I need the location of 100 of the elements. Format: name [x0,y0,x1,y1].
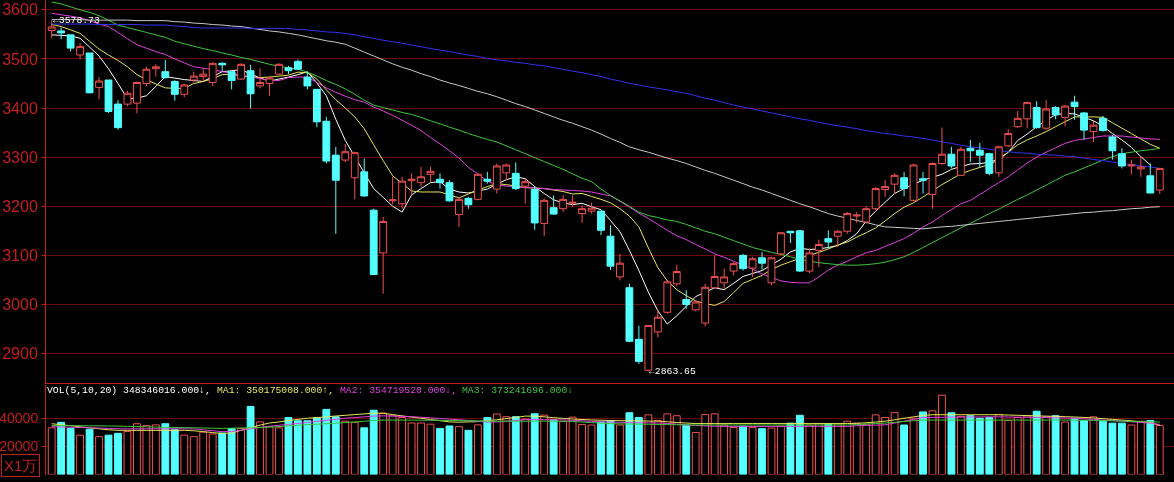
candlestick [1136,156,1145,178]
bar [919,411,927,475]
bar [161,423,170,475]
candlestick [748,256,757,278]
candlestick [1042,99,1051,131]
line-series [51,23,1161,169]
text: MA3: 373241696.000↓ [462,385,574,396]
text: MA1: 350175008.000↑, [217,385,335,396]
bar [634,417,643,475]
bar [483,417,492,475]
candlestick [331,146,340,235]
candlestick [994,145,1003,178]
bar [956,415,965,475]
candlestick [1080,111,1088,141]
bar [559,420,568,475]
candlestick [1061,104,1069,127]
candlestick [511,162,520,191]
candlestick [1099,115,1107,133]
candlestick [947,146,956,169]
candlestick [464,196,473,210]
bar [1061,421,1069,475]
candlestick [341,143,350,163]
candlestick [672,264,681,287]
bar [644,414,653,475]
bar [379,412,388,475]
candlestick [1032,100,1041,130]
bar [729,427,738,475]
bar [1146,420,1155,475]
candlestick [663,279,672,315]
candlestick [237,62,246,81]
candlestick [568,194,577,208]
candlestick [170,79,179,102]
candlestick [786,230,795,244]
bar [66,428,75,475]
candlestick [95,76,103,100]
candlestick [597,210,605,236]
bar [47,427,56,475]
bar [1127,424,1136,475]
bar [455,426,463,475]
bar [805,424,814,475]
candlestick [900,171,908,197]
bar [57,421,66,475]
candlestick [85,52,94,94]
candlestick [227,71,236,90]
bar [218,432,227,475]
candlestick [455,196,463,228]
bar [369,409,378,475]
candlestick [66,34,75,53]
candlestick [483,171,492,185]
candlestick [350,151,359,200]
bar [227,428,236,475]
candlestick [909,163,918,202]
candlestick [303,71,312,90]
bar [76,434,85,475]
bar [341,420,350,475]
bar [85,428,94,475]
candlestick [1051,105,1060,120]
candlestick [956,146,965,177]
candlestick [1089,120,1098,143]
bar [966,415,975,475]
candlestick [767,256,776,286]
bar [350,421,359,475]
candlestick [606,224,615,271]
candlestick [653,309,662,338]
chart-title: VOL(5,10,20) 348346016.000↓, [47,385,211,396]
bar [473,424,482,475]
bar [95,436,103,475]
bar [180,434,189,475]
y-tick-label: 3100 [2,246,38,264]
bar [549,419,558,475]
bar [947,412,956,475]
y-axis-title: X1万 [4,457,38,474]
candlestick [246,64,255,110]
bar [1042,416,1051,475]
candlestick [1146,163,1155,194]
y-tick-label: 3300 [2,148,38,166]
candlestick [758,251,766,271]
bar [208,433,217,475]
candlestick [180,83,189,98]
bar [1051,415,1060,475]
annotation: ←2863.65 [649,366,696,377]
candlestick [805,247,814,274]
candlestick [151,63,160,78]
candlestick [795,229,804,273]
bar [890,412,899,475]
candlestick [634,325,643,365]
candlestick [549,194,558,216]
y-tick-label: 3200 [2,197,38,215]
candlestick [1004,128,1013,148]
candlestick [682,289,691,310]
candlestick [208,61,217,87]
candlestick [890,172,899,194]
y-tick-label: 20000 [0,438,39,455]
bar [360,427,369,475]
bar [1136,420,1145,475]
bar [748,427,757,475]
line-series [51,419,1161,429]
candlestick [540,197,549,237]
bar [739,425,747,475]
bar [625,412,634,475]
